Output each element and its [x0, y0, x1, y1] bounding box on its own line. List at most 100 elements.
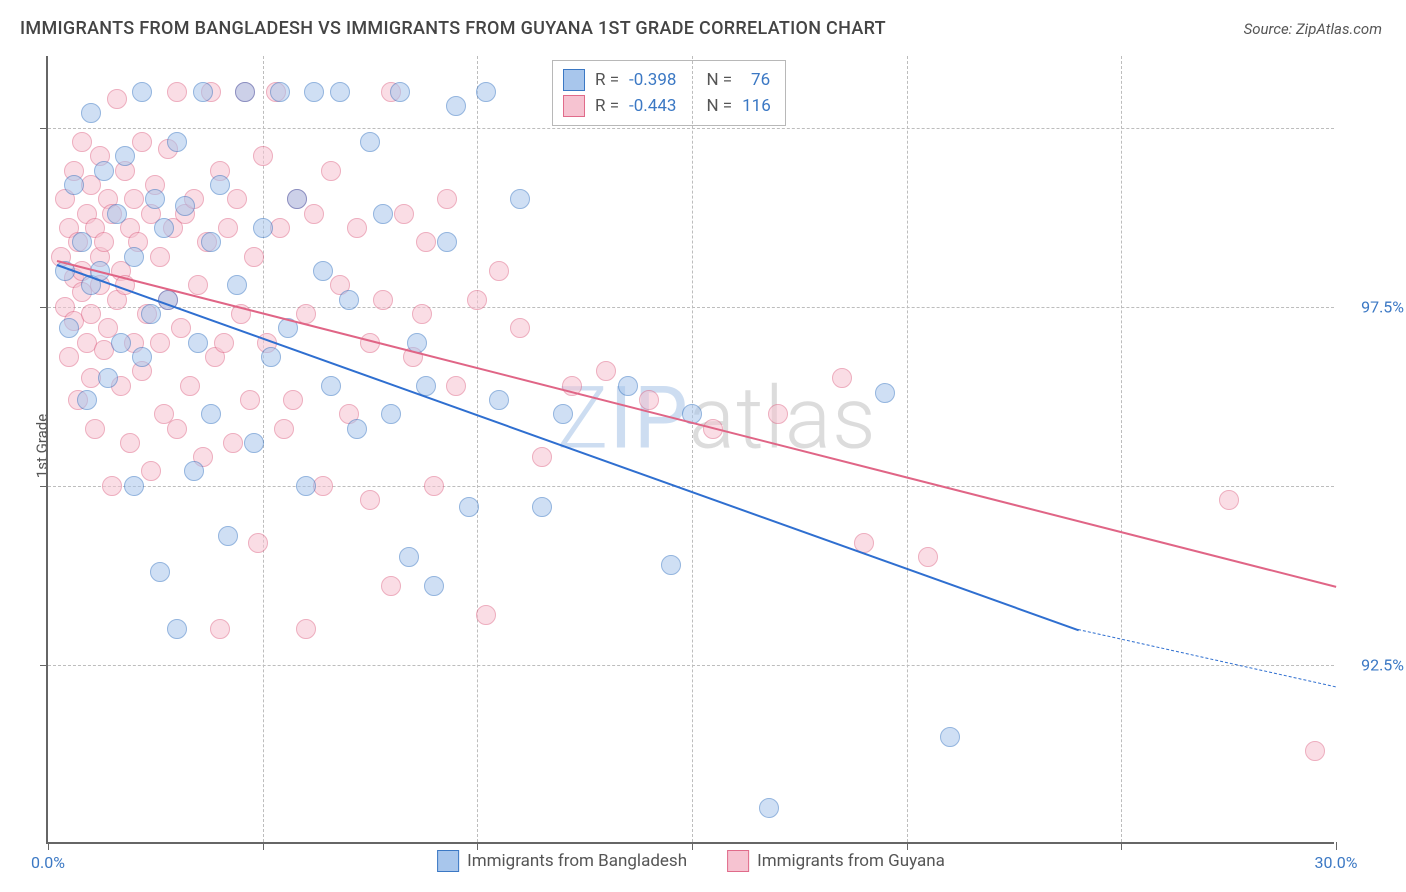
- scatter-point-b: [81, 304, 101, 324]
- scatter-point-a: [339, 290, 359, 310]
- scatter-point-a: [489, 390, 509, 410]
- scatter-point-a: [360, 132, 380, 152]
- scatter-point-a: [98, 368, 118, 388]
- scatter-point-b: [489, 261, 509, 281]
- x-tick-label: 0.0%: [31, 853, 65, 872]
- stats-legend-box: R = -0.398 N = 76 R = -0.443 N = 116: [552, 60, 786, 126]
- x-tick: [1121, 842, 1122, 850]
- r-label: R =: [595, 70, 619, 90]
- scatter-point-a: [167, 132, 187, 152]
- scatter-point-b: [240, 390, 260, 410]
- scatter-point-a: [553, 404, 573, 424]
- swatch-blue-icon: [563, 69, 585, 91]
- scatter-point-a: [321, 376, 341, 396]
- swatch-pink-icon: [727, 850, 749, 872]
- y-tick-label: 97.5%: [1344, 297, 1404, 316]
- scatter-point-b: [180, 376, 200, 396]
- scatter-point-b: [532, 447, 552, 467]
- scatter-point-a: [201, 232, 221, 252]
- scatter-point-b: [296, 619, 316, 639]
- watermark: ZIPatlas: [557, 367, 877, 468]
- scatter-point-a: [150, 562, 170, 582]
- y-tick: [40, 486, 48, 487]
- swatch-blue-icon: [437, 850, 459, 872]
- scatter-point-a: [875, 383, 895, 403]
- scatter-point-b: [102, 476, 122, 496]
- scatter-point-b: [1305, 741, 1325, 761]
- scatter-point-b: [210, 619, 230, 639]
- scatter-point-b: [768, 404, 788, 424]
- scatter-point-b: [313, 476, 333, 496]
- scatter-point-a: [132, 347, 152, 367]
- scatter-point-a: [330, 82, 350, 102]
- scatter-point-a: [287, 189, 307, 209]
- legend-label-a: Immigrants from Bangladesh: [467, 851, 687, 871]
- scatter-point-a: [175, 196, 195, 216]
- scatter-point-a: [64, 175, 84, 195]
- scatter-point-a: [132, 82, 152, 102]
- gridline-h: [48, 486, 1334, 487]
- legend-item-a: Immigrants from Bangladesh: [437, 850, 687, 872]
- scatter-point-b: [141, 461, 161, 481]
- x-tick: [1336, 842, 1337, 850]
- x-tick: [907, 842, 908, 850]
- x-tick: [263, 842, 264, 850]
- scatter-point-a: [759, 798, 779, 818]
- scatter-point-b: [85, 419, 105, 439]
- r-label: R =: [595, 96, 619, 116]
- scatter-point-b: [171, 318, 191, 338]
- scatter-point-a: [167, 619, 187, 639]
- scatter-point-b: [274, 419, 294, 439]
- r-value-b: -0.443: [629, 96, 676, 116]
- scatter-point-a: [270, 82, 290, 102]
- n-label: N =: [706, 70, 732, 90]
- scatter-point-b: [244, 247, 264, 267]
- scatter-point-b: [510, 318, 530, 338]
- scatter-point-a: [107, 204, 127, 224]
- scatter-point-b: [1219, 490, 1239, 510]
- x-tick: [692, 842, 693, 850]
- scatter-point-a: [124, 476, 144, 496]
- legend-bottom: Immigrants from Bangladesh Immigrants fr…: [437, 850, 945, 872]
- x-tick-label: 30.0%: [1315, 853, 1358, 872]
- scatter-point-a: [184, 461, 204, 481]
- scatter-point-b: [347, 218, 367, 238]
- r-value-a: -0.398: [629, 70, 676, 90]
- scatter-point-a: [94, 161, 114, 181]
- scatter-point-b: [437, 189, 457, 209]
- chart-title: IMMIGRANTS FROM BANGLADESH VS IMMIGRANTS…: [20, 18, 886, 39]
- scatter-point-b: [132, 132, 152, 152]
- gridline-v: [907, 56, 908, 842]
- scatter-point-b: [918, 547, 938, 567]
- scatter-point-a: [399, 547, 419, 567]
- scatter-point-b: [321, 161, 341, 181]
- scatter-point-a: [296, 476, 316, 496]
- y-tick: [40, 307, 48, 308]
- scatter-point-b: [412, 304, 432, 324]
- scatter-point-a: [373, 204, 393, 224]
- scatter-point-a: [201, 404, 221, 424]
- scatter-point-b: [124, 189, 144, 209]
- scatter-point-b: [304, 204, 324, 224]
- scatter-point-a: [532, 497, 552, 517]
- scatter-point-b: [476, 605, 496, 625]
- scatter-point-b: [639, 390, 659, 410]
- scatter-point-b: [167, 82, 187, 102]
- scatter-point-b: [596, 361, 616, 381]
- scatter-point-a: [661, 555, 681, 575]
- gridline-v: [1121, 56, 1122, 842]
- n-value-b: 116: [742, 96, 771, 116]
- scatter-point-b: [253, 146, 273, 166]
- scatter-point-a: [261, 347, 281, 367]
- trend-line-a-extrapolated: [1078, 629, 1336, 687]
- scatter-point-a: [124, 247, 144, 267]
- scatter-point-b: [467, 290, 487, 310]
- scatter-point-a: [424, 576, 444, 596]
- scatter-point-a: [72, 232, 92, 252]
- scatter-point-b: [94, 232, 114, 252]
- source-label: Source: ZipAtlas.com: [1244, 20, 1382, 38]
- scatter-point-b: [223, 433, 243, 453]
- scatter-point-a: [210, 175, 230, 195]
- scatter-point-a: [253, 218, 273, 238]
- scatter-point-a: [235, 82, 255, 102]
